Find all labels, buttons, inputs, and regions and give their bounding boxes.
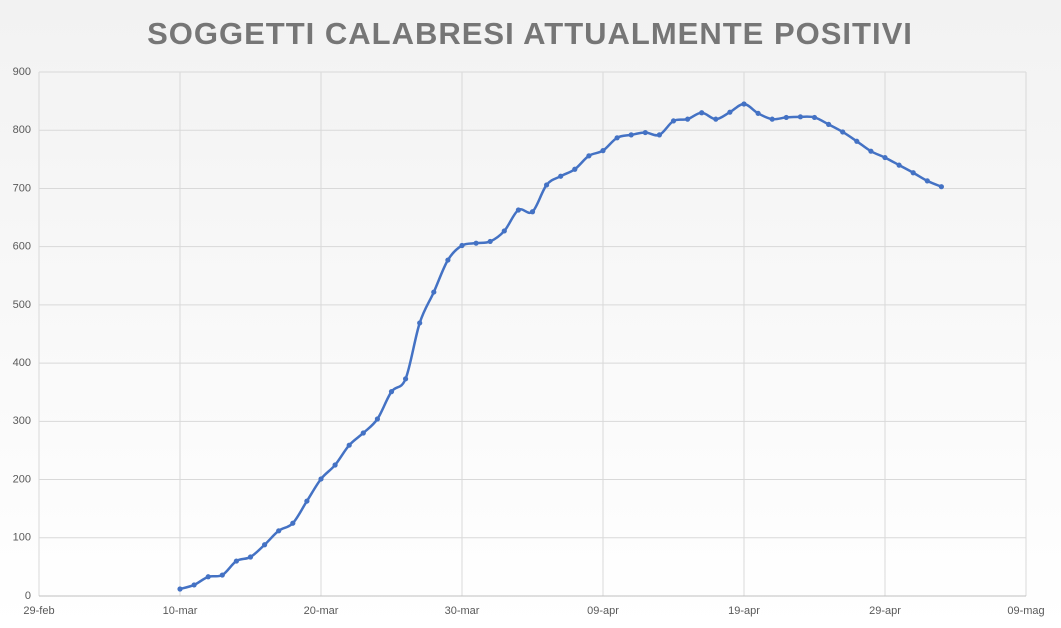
data-point <box>868 148 874 154</box>
data-point <box>811 114 818 121</box>
data-point <box>938 184 945 190</box>
x-tick-label: 29-apr <box>869 605 901 617</box>
data-point <box>755 110 761 116</box>
x-tick-label: 10-mar <box>163 605 198 617</box>
data-point <box>177 586 183 592</box>
data-point <box>445 257 451 263</box>
data-point <box>346 442 352 448</box>
data-point <box>374 416 380 422</box>
data-point <box>515 207 522 213</box>
data-point <box>276 528 282 534</box>
data-point <box>910 170 916 176</box>
data-point <box>558 173 564 179</box>
y-tick-label: 500 <box>13 299 31 311</box>
data-point <box>741 101 747 107</box>
data-point <box>797 114 804 120</box>
x-tick-label: 29-feb <box>23 605 54 617</box>
data-point <box>247 554 254 560</box>
data-point <box>614 135 620 141</box>
data-point <box>332 462 338 468</box>
data-point <box>854 138 860 144</box>
y-tick-label: 400 <box>13 357 31 369</box>
data-point <box>233 558 239 564</box>
data-point <box>459 242 465 249</box>
y-tick-label: 900 <box>13 66 31 78</box>
x-tick-label: 09-mag <box>1007 605 1044 617</box>
data-point <box>191 582 197 588</box>
data-point <box>360 430 366 436</box>
data-point <box>262 542 268 548</box>
data-point <box>600 148 606 154</box>
data-point <box>544 182 550 188</box>
data-point <box>840 129 846 135</box>
x-tick-label: 20-mar <box>304 605 339 617</box>
y-tick-label: 200 <box>13 473 31 485</box>
data-point <box>473 240 479 246</box>
y-tick-label: 0 <box>25 590 31 602</box>
data-point <box>431 289 437 295</box>
data-point <box>826 121 832 127</box>
y-tick-label: 700 <box>13 182 31 194</box>
data-point <box>713 116 719 122</box>
data-point <box>685 116 691 122</box>
data-point <box>388 389 395 395</box>
x-tick-label: 30-mar <box>445 605 480 617</box>
chart-title: SOGGETTI CALABRESI ATTUALMENTE POSITIVI <box>147 16 913 51</box>
data-point <box>572 166 578 172</box>
data-point <box>783 114 789 121</box>
data-point <box>769 116 775 122</box>
y-tick-label: 300 <box>13 415 31 427</box>
data-point <box>882 154 888 161</box>
data-point <box>670 118 677 124</box>
data-point <box>403 376 409 382</box>
data-point <box>529 209 536 215</box>
data-point <box>924 178 930 184</box>
data-point <box>586 153 592 159</box>
data-point <box>417 320 423 326</box>
data-point <box>318 476 324 482</box>
data-point <box>487 238 493 245</box>
data-point <box>205 574 211 580</box>
data-point <box>656 132 663 138</box>
data-point <box>642 129 648 136</box>
data-point <box>501 228 507 234</box>
data-point <box>896 162 902 168</box>
data-point <box>304 498 310 504</box>
data-point <box>219 572 225 578</box>
data-point <box>727 109 733 115</box>
y-tick-label: 100 <box>13 532 31 544</box>
x-tick-label: 19-apr <box>728 605 760 617</box>
y-tick-label: 800 <box>13 124 31 136</box>
x-tick-label: 09-apr <box>587 605 619 617</box>
y-tick-label: 600 <box>13 241 31 253</box>
data-point <box>628 132 634 138</box>
data-point <box>290 520 296 526</box>
data-point <box>699 110 705 116</box>
